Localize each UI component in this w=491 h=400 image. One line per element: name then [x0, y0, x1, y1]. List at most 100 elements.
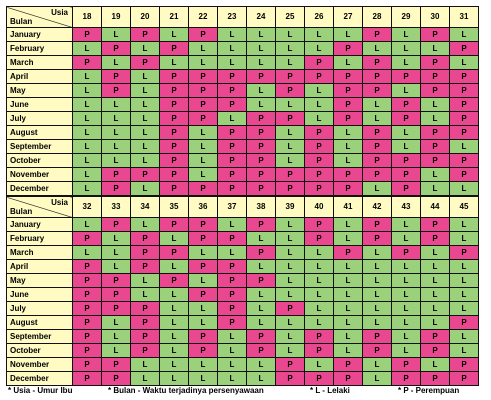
gender-cell: L: [159, 259, 189, 274]
age-header: 31: [449, 6, 479, 28]
gender-cell: L: [362, 181, 392, 196]
gender-cell: L: [449, 55, 479, 70]
table-row: October L L L P L P P L P L P P P P: [6, 153, 479, 168]
month-label: August: [6, 315, 73, 330]
gender-cell: L: [72, 41, 102, 56]
gender-cell: P: [130, 315, 160, 330]
gender-cell: L: [391, 315, 421, 330]
table-row: December P P L L L L L P P P L P P P: [6, 371, 479, 386]
gender-cell: P: [449, 357, 479, 372]
table-row: April L P L P P P P P P P P P P P: [6, 69, 479, 84]
gender-cell: L: [391, 231, 421, 246]
gender-cell: L: [420, 167, 450, 182]
gender-cell: L: [275, 41, 305, 56]
gender-cell: L: [246, 315, 276, 330]
gender-cell: L: [188, 357, 218, 372]
gender-cell: P: [246, 153, 276, 168]
gender-cell: L: [449, 217, 479, 232]
gender-cell: L: [449, 343, 479, 358]
gender-cell: L: [159, 287, 189, 302]
gender-cell: P: [130, 167, 160, 182]
month-label: March: [6, 245, 73, 260]
gender-cell: L: [391, 343, 421, 358]
gender-cell: L: [362, 111, 392, 126]
gender-cell: L: [420, 97, 450, 112]
gender-cell: L: [449, 287, 479, 302]
age-header: 24: [246, 6, 276, 28]
gender-cell: P: [275, 167, 305, 182]
gender-cell: L: [420, 287, 450, 302]
gender-cell: L: [101, 259, 131, 274]
gender-cell: P: [130, 329, 160, 344]
gender-cell: L: [333, 217, 363, 232]
gender-cell: L: [130, 357, 160, 372]
gender-cell: L: [72, 139, 102, 154]
gender-cell: P: [391, 97, 421, 112]
gender-cell: L: [420, 181, 450, 196]
table-row: September P L P L P L P L P L P L P L: [6, 329, 479, 344]
age-header: 32: [72, 196, 102, 218]
gender-cell: P: [159, 153, 189, 168]
table-row: June L L L P P P L L L P L P L P: [6, 97, 479, 112]
month-label: August: [6, 125, 73, 140]
age-header: 21: [159, 6, 189, 28]
gender-cell: L: [188, 273, 218, 288]
gender-cell: L: [333, 343, 363, 358]
gender-cell: P: [333, 97, 363, 112]
gender-cell: L: [101, 125, 131, 140]
gender-cell: P: [101, 69, 131, 84]
legend-usia: * Usia - Umur Ibu: [8, 386, 73, 395]
gender-cell: P: [188, 181, 218, 196]
gender-cell: P: [449, 167, 479, 182]
gender-cell: P: [333, 181, 363, 196]
gender-cell: L: [101, 329, 131, 344]
gender-cell: P: [130, 259, 160, 274]
gender-cell: P: [217, 259, 247, 274]
gender-cell: L: [420, 273, 450, 288]
gender-cell: P: [130, 231, 160, 246]
month-label: October: [6, 343, 73, 358]
gender-cell: P: [420, 371, 450, 386]
gender-cell: P: [362, 55, 392, 70]
gender-cell: P: [275, 371, 305, 386]
gender-cell: L: [391, 55, 421, 70]
gender-cell: L: [101, 231, 131, 246]
gender-cell: L: [246, 83, 276, 98]
gender-cell: P: [449, 245, 479, 260]
gender-cell: P: [333, 83, 363, 98]
gender-cell: L: [217, 217, 247, 232]
gender-cell: L: [449, 27, 479, 42]
gender-cell: L: [130, 125, 160, 140]
gender-cell: L: [188, 125, 218, 140]
table-row: July L L L P P L P P L P L P L P: [6, 111, 479, 126]
gender-cell: P: [333, 111, 363, 126]
gender-cell: P: [391, 357, 421, 372]
gender-cell: L: [72, 69, 102, 84]
gender-cell: L: [275, 287, 305, 302]
gender-cell: P: [275, 357, 305, 372]
gender-cell: P: [188, 111, 218, 126]
gender-cell: L: [217, 357, 247, 372]
gender-cell: P: [101, 371, 131, 386]
gender-cell: L: [275, 125, 305, 140]
gender-cell: L: [246, 287, 276, 302]
age-header: 33: [101, 196, 131, 218]
gender-cell: L: [304, 27, 334, 42]
gender-cell: P: [130, 27, 160, 42]
gender-cell: L: [217, 111, 247, 126]
age-header: 27: [333, 6, 363, 28]
age-header: 22: [188, 6, 218, 28]
gender-cell: P: [101, 287, 131, 302]
gender-cell: P: [130, 343, 160, 358]
gender-cell: P: [217, 315, 247, 330]
gender-cell: P: [246, 139, 276, 154]
gender-cell: P: [304, 343, 334, 358]
age-header: 44: [420, 196, 450, 218]
gender-cell: L: [188, 315, 218, 330]
gender-cell: P: [420, 329, 450, 344]
gender-cell: P: [188, 97, 218, 112]
gender-cell: L: [101, 55, 131, 70]
gender-cell: P: [246, 125, 276, 140]
gender-cell: L: [217, 329, 247, 344]
table-row: November P P L L L L L P L P L P L P: [6, 357, 479, 372]
